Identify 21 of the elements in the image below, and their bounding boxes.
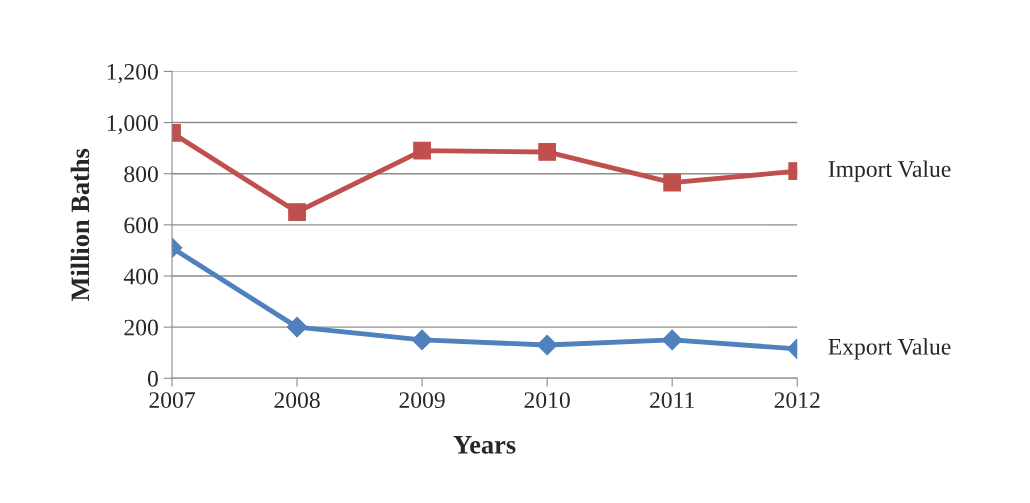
y-tick-label: 1,000 xyxy=(107,115,158,135)
series-label: Export Value xyxy=(828,338,951,360)
y-tick-label: 800 xyxy=(124,166,158,183)
point xyxy=(538,143,556,161)
x-tick-label: 2008 xyxy=(274,392,320,409)
series-label: Import Value xyxy=(828,160,951,182)
y-tick-label: 600 xyxy=(124,217,158,234)
y-tick-label: 0 xyxy=(147,370,158,387)
y-tick-label: 400 xyxy=(123,268,158,285)
y-tick-label: 1,200 xyxy=(107,63,158,84)
point xyxy=(536,334,558,356)
point xyxy=(413,141,431,160)
x-tick-label: 2009 xyxy=(399,392,445,409)
y-tick-label: 200 xyxy=(124,319,158,336)
point xyxy=(411,329,433,351)
x-tick-label: 2010 xyxy=(524,392,570,409)
x-tick-label: 2012 xyxy=(774,392,820,409)
y-axis-title: Million Baths xyxy=(70,148,90,302)
x-tick-label: 2007 xyxy=(149,392,195,409)
x-axis-title: Years xyxy=(453,436,516,454)
x-tick-label: 2011 xyxy=(650,392,694,409)
